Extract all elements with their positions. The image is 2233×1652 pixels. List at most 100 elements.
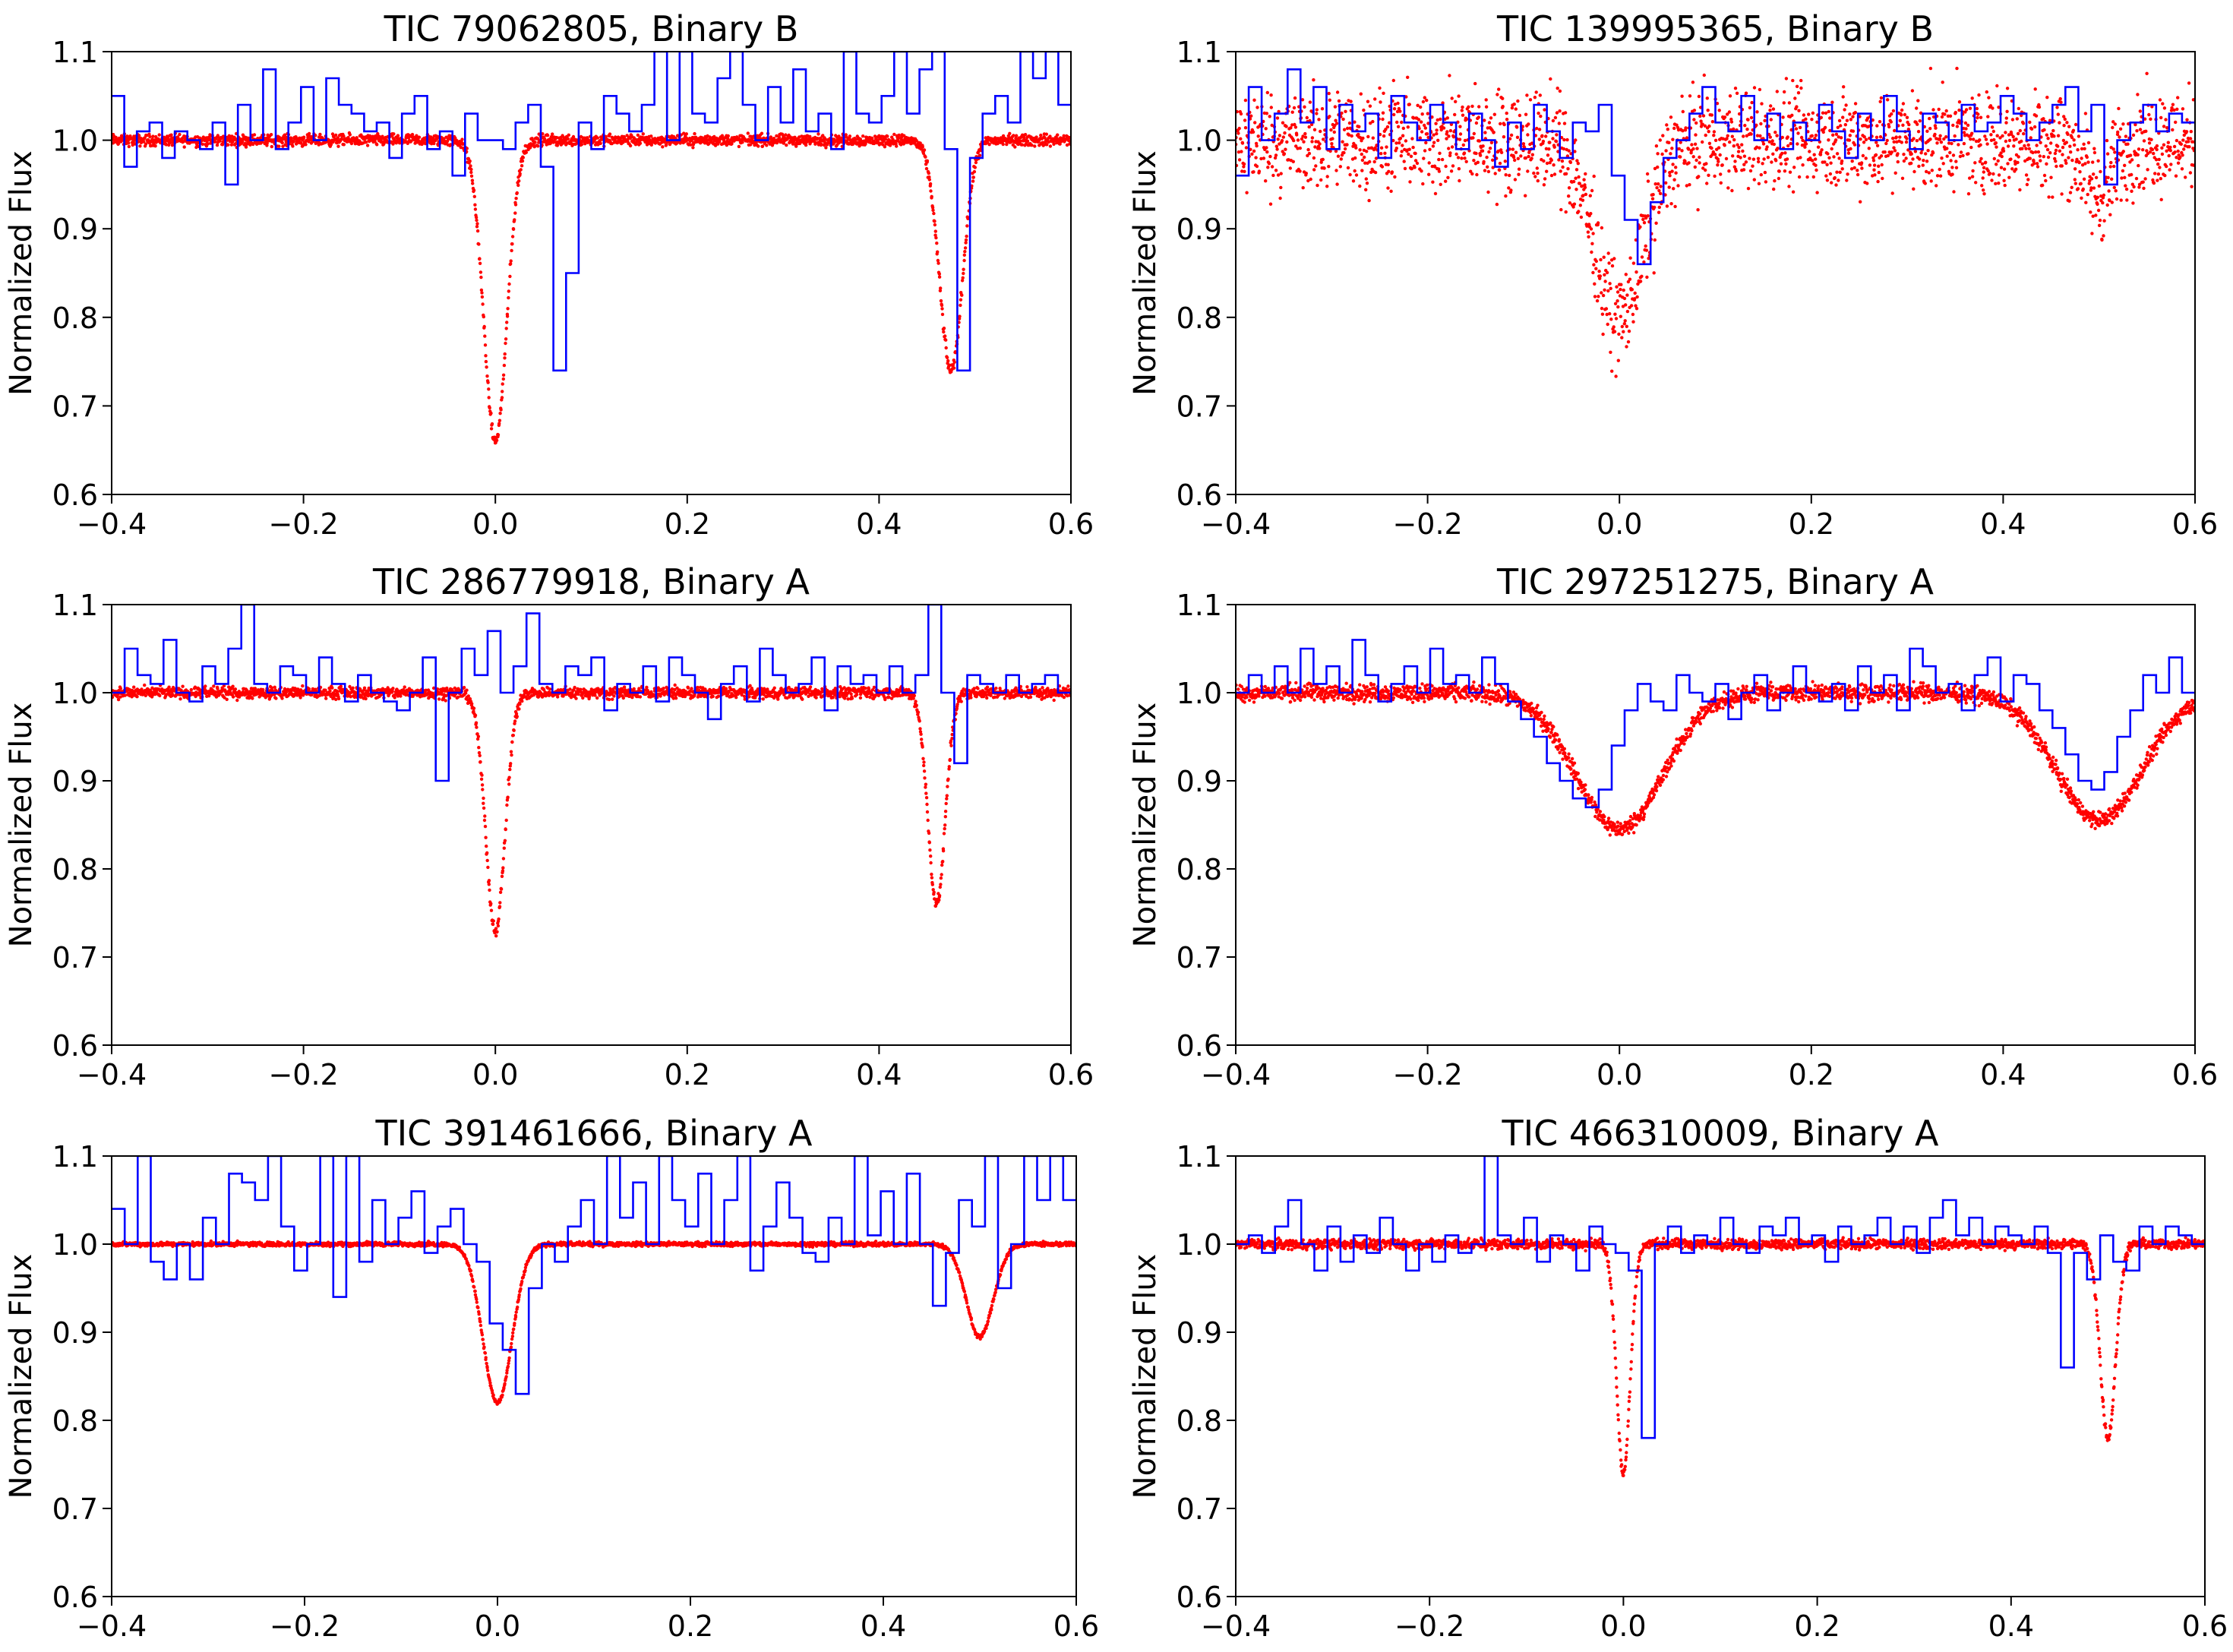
model-point — [1653, 205, 1657, 210]
model-point — [1603, 288, 1606, 292]
model-point — [1365, 150, 1369, 153]
model-point — [1631, 312, 1635, 317]
model-point — [2023, 159, 2027, 163]
model-point — [921, 145, 925, 149]
model-point — [2096, 195, 2099, 199]
model-point — [391, 142, 395, 146]
model-point — [1770, 139, 1774, 143]
model-point — [1594, 259, 1598, 264]
model-point — [1240, 150, 1243, 153]
model-point — [2184, 130, 2189, 134]
model-point — [1294, 144, 1298, 148]
model-point — [1680, 94, 1684, 98]
model-point — [144, 693, 147, 697]
model-point — [223, 696, 226, 700]
model-point — [507, 282, 511, 286]
model-point — [1677, 147, 1681, 151]
model-point — [1898, 118, 1902, 122]
model-point — [1905, 137, 1909, 141]
model-point — [1496, 93, 1499, 96]
model-point — [1795, 84, 1799, 89]
model-point — [1746, 118, 1750, 122]
model-point — [2046, 155, 2051, 160]
model-point — [1726, 134, 1729, 137]
model-point — [1552, 163, 1556, 167]
model-point — [1970, 175, 1975, 178]
model-point — [233, 687, 238, 691]
model-point — [475, 222, 479, 226]
model-point — [1748, 156, 1751, 160]
model-point — [1949, 159, 1953, 163]
model-point — [2038, 154, 2042, 158]
model-point — [1990, 125, 1995, 129]
model-point — [1758, 146, 1761, 150]
model-point — [1746, 187, 1751, 191]
model-point — [1670, 147, 1674, 150]
model-point — [1369, 122, 1372, 125]
model-point — [2145, 71, 2149, 76]
model-point — [1945, 154, 1949, 158]
model-point — [1928, 116, 1931, 121]
model-point — [2022, 131, 2026, 136]
model-point — [1398, 109, 1402, 113]
model-point — [364, 141, 368, 144]
model-point — [1928, 66, 1933, 71]
model-point — [171, 693, 175, 696]
model-point — [1440, 157, 1445, 162]
model-point — [1859, 137, 1862, 141]
model-point — [1293, 125, 1298, 129]
model-point — [1657, 210, 1661, 214]
model-point — [1351, 179, 1356, 183]
model-point — [164, 143, 168, 147]
model-point — [1292, 138, 1296, 143]
model-point — [1601, 332, 1605, 336]
model-point — [1934, 126, 1938, 130]
model-point — [330, 686, 334, 690]
model-point — [1549, 77, 1552, 81]
model-point — [2007, 175, 2011, 179]
model-point — [1838, 170, 1842, 174]
model-point — [1384, 128, 1388, 131]
model-point — [1480, 149, 1485, 153]
model-point — [2112, 185, 2116, 190]
model-point — [496, 433, 501, 437]
model-point — [2080, 163, 2085, 167]
model-point — [507, 289, 510, 293]
model-point — [469, 167, 473, 172]
model-point — [2155, 144, 2159, 148]
model-point — [1741, 149, 1745, 153]
model-point — [1385, 145, 1388, 149]
model-point — [2146, 168, 2149, 172]
model-point — [1900, 113, 1903, 117]
model-point — [864, 142, 867, 146]
y-tick-label: 0.9 — [1177, 213, 1222, 246]
model-point — [1669, 115, 1673, 119]
model-point — [1767, 140, 1771, 144]
model-point — [1925, 160, 1929, 163]
model-point — [718, 140, 722, 144]
model-point — [1651, 193, 1655, 197]
model-point — [1894, 135, 1898, 139]
model-point — [1847, 138, 1852, 142]
model-point — [1734, 169, 1738, 173]
model-point — [1576, 162, 1580, 166]
model-point — [1911, 157, 1915, 161]
model-point — [1691, 147, 1695, 151]
model-point — [460, 137, 464, 141]
model-point — [1505, 111, 1508, 115]
model-point — [1406, 75, 1410, 80]
model-point — [2035, 144, 2039, 147]
model-point — [1445, 137, 1448, 141]
model-point — [1951, 123, 1955, 128]
model-point — [1928, 137, 1932, 141]
model-point — [494, 438, 499, 442]
model-point — [1477, 105, 1481, 109]
model-point — [1799, 86, 1803, 90]
model-point — [942, 330, 946, 334]
model-point — [943, 334, 947, 338]
model-point — [1715, 102, 1720, 106]
model-point — [1912, 187, 1916, 191]
model-point — [1625, 293, 1629, 297]
model-point — [2170, 106, 2174, 110]
model-point — [661, 145, 665, 149]
